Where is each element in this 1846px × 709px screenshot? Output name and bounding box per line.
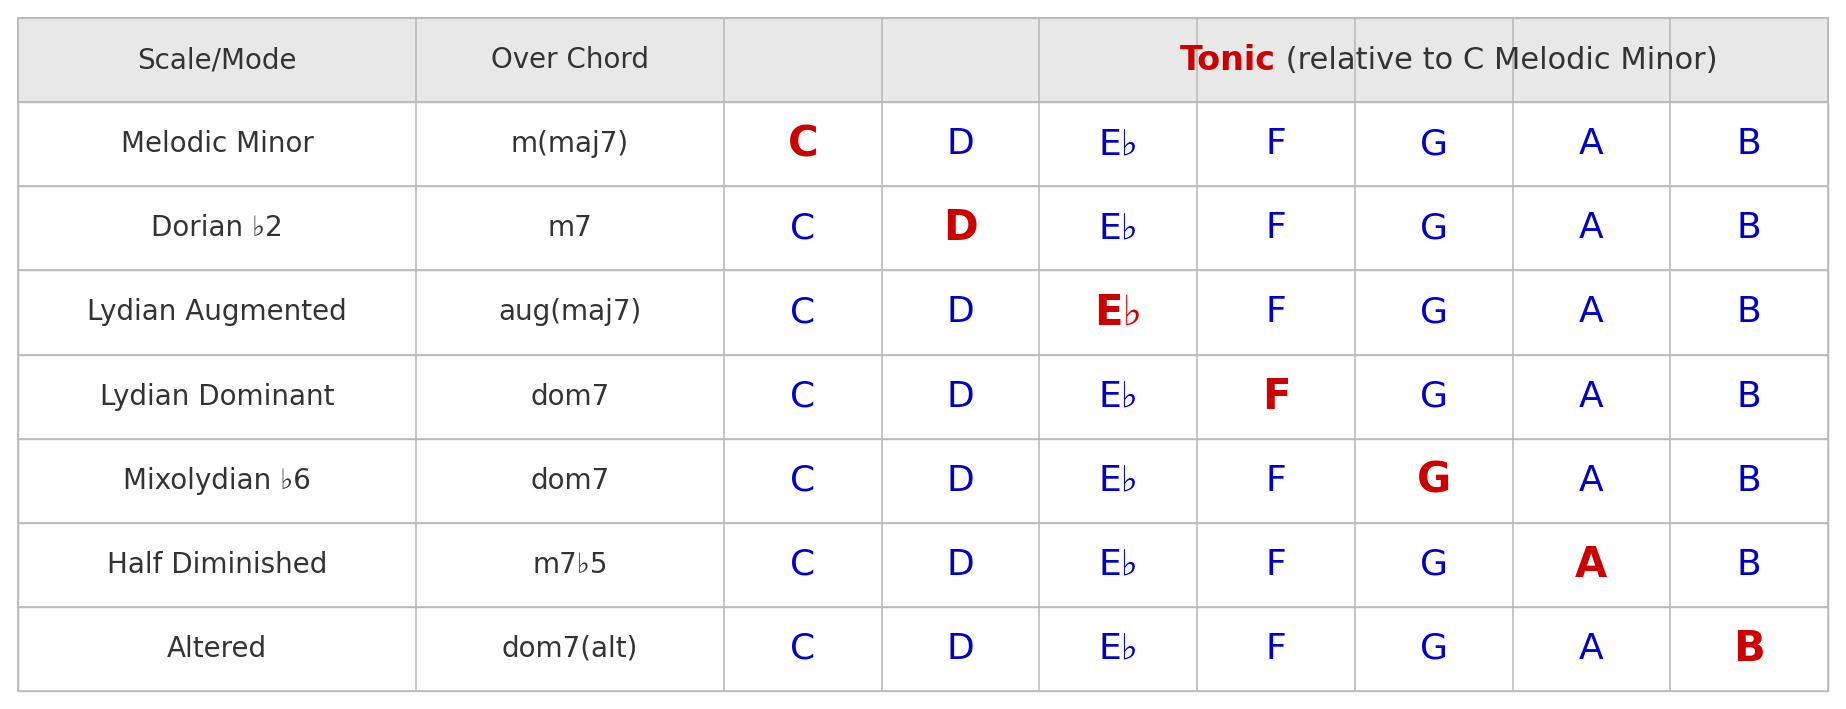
Text: A: A — [1578, 464, 1604, 498]
Text: E♭: E♭ — [1098, 379, 1139, 413]
Bar — [18, 102, 1828, 186]
Text: Scale/Mode: Scale/Mode — [137, 46, 297, 74]
Bar — [18, 18, 1828, 102]
Text: C: C — [790, 548, 816, 582]
Text: Altered: Altered — [166, 635, 268, 663]
Text: G: G — [1420, 127, 1447, 161]
Text: C: C — [790, 379, 816, 413]
Text: A: A — [1578, 296, 1604, 330]
Text: (relative to C Melodic Minor): (relative to C Melodic Minor) — [1276, 45, 1717, 74]
Text: E♭: E♭ — [1098, 548, 1139, 582]
Text: G: G — [1420, 548, 1447, 582]
Text: G: G — [1420, 379, 1447, 413]
Text: C: C — [790, 632, 816, 666]
Text: Over Chord: Over Chord — [491, 46, 650, 74]
Text: F: F — [1261, 376, 1290, 418]
Text: A: A — [1578, 211, 1604, 245]
Text: F: F — [1266, 211, 1287, 245]
Text: D: D — [947, 296, 975, 330]
Text: E♭: E♭ — [1098, 127, 1139, 161]
Text: B: B — [1737, 548, 1761, 582]
Text: D: D — [947, 632, 975, 666]
Text: A: A — [1578, 632, 1604, 666]
Text: G: G — [1420, 211, 1447, 245]
Text: Melodic Minor: Melodic Minor — [120, 130, 314, 158]
Text: F: F — [1266, 548, 1287, 582]
Text: G: G — [1416, 459, 1451, 502]
Text: m(maj7): m(maj7) — [511, 130, 629, 158]
Text: Tonic: Tonic — [1180, 43, 1276, 77]
Text: D: D — [947, 548, 975, 582]
Bar — [18, 186, 1828, 270]
Text: F: F — [1266, 296, 1287, 330]
Text: B: B — [1737, 127, 1761, 161]
Text: A: A — [1578, 379, 1604, 413]
Text: D: D — [947, 379, 975, 413]
Text: Mixolydian ♭6: Mixolydian ♭6 — [124, 467, 310, 495]
Text: dom7: dom7 — [530, 383, 609, 411]
Text: Lydian Augmented: Lydian Augmented — [87, 298, 347, 326]
Text: G: G — [1420, 632, 1447, 666]
Text: D: D — [947, 464, 975, 498]
Text: E♭: E♭ — [1098, 211, 1139, 245]
Text: B: B — [1737, 211, 1761, 245]
Text: D: D — [947, 127, 975, 161]
Text: F: F — [1266, 127, 1287, 161]
Text: G: G — [1420, 296, 1447, 330]
Bar — [18, 439, 1828, 523]
Text: A: A — [1575, 544, 1608, 586]
Text: D: D — [943, 207, 978, 250]
Text: C: C — [790, 296, 816, 330]
Text: B: B — [1737, 464, 1761, 498]
Text: dom7(alt): dom7(alt) — [502, 635, 639, 663]
Bar — [18, 607, 1828, 691]
Bar — [18, 523, 1828, 607]
Text: C: C — [788, 123, 818, 165]
Text: A: A — [1578, 127, 1604, 161]
Text: C: C — [790, 464, 816, 498]
Text: Dorian ♭2: Dorian ♭2 — [151, 214, 282, 242]
Text: B: B — [1737, 296, 1761, 330]
Bar — [18, 270, 1828, 354]
Bar — [18, 354, 1828, 439]
Text: B: B — [1733, 628, 1765, 670]
Text: aug(maj7): aug(maj7) — [498, 298, 642, 326]
Text: Half Diminished: Half Diminished — [107, 551, 327, 579]
Text: E♭: E♭ — [1098, 464, 1139, 498]
Text: C: C — [790, 211, 816, 245]
Text: B: B — [1737, 379, 1761, 413]
Text: F: F — [1266, 632, 1287, 666]
Text: E♭: E♭ — [1098, 632, 1139, 666]
Text: dom7: dom7 — [530, 467, 609, 495]
Text: m7♭5: m7♭5 — [532, 551, 607, 579]
Text: F: F — [1266, 464, 1287, 498]
Text: Lydian Dominant: Lydian Dominant — [100, 383, 334, 411]
Text: m7: m7 — [548, 214, 593, 242]
Text: E♭: E♭ — [1095, 291, 1143, 333]
